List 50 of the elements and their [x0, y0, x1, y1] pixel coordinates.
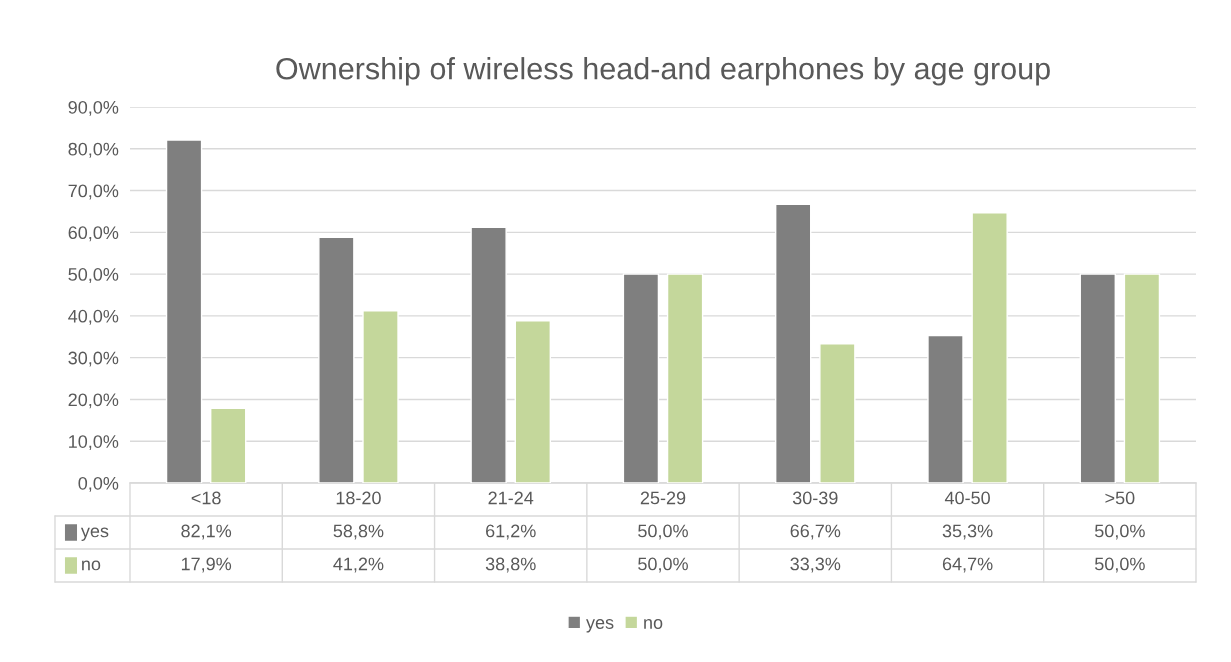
data-label: 61,2%	[486, 524, 536, 540]
x-tick-label: 40-50	[944, 491, 990, 505]
y-tick-label: 80,0%	[68, 142, 119, 158]
text: no	[644, 619, 663, 629]
bar	[622, 273, 660, 483]
bar	[774, 203, 812, 483]
bar	[666, 273, 704, 483]
y-tick-label: 10,0%	[69, 435, 119, 451]
text: yes	[586, 619, 614, 633]
data-label: 35,3%	[942, 524, 993, 540]
x-tick-label: 25-29	[640, 491, 686, 505]
legend-label: no	[82, 560, 101, 571]
data-label: 66,7%	[790, 524, 841, 540]
data-label: 58,8%	[333, 524, 384, 540]
bar	[819, 343, 856, 483]
bar	[1123, 273, 1161, 483]
data-label: 41,2%	[333, 557, 384, 573]
x-tick-label: <18	[191, 491, 221, 505]
x-tick-label: >50	[1105, 491, 1135, 505]
data-label: 64,7%	[942, 557, 993, 573]
data-label: 50,0%	[1094, 557, 1145, 573]
y-tick-label: 20,0%	[68, 393, 119, 409]
bar	[210, 407, 247, 483]
x-tick-label: 21-24	[488, 491, 534, 505]
y-tick-label: 50,0%	[68, 268, 119, 283]
bar	[165, 139, 203, 483]
data-label: 50,0%	[638, 557, 688, 573]
bar	[1079, 273, 1116, 483]
data-label: 50,0%	[638, 524, 688, 540]
y-tick-label: 60,0%	[68, 226, 119, 242]
bar	[318, 236, 355, 483]
data-label: 82,1%	[181, 524, 232, 540]
x-tick-label: 18-20	[336, 491, 381, 505]
data-label: 38,8%	[485, 557, 536, 573]
bar	[927, 334, 964, 483]
data-label: 33,3%	[790, 557, 841, 573]
y-tick-label: 0,0%	[78, 476, 119, 492]
bar	[470, 226, 507, 483]
bar	[514, 320, 552, 483]
legend-label: yes	[80, 527, 109, 541]
chart-title: Ownership of wireless head-and earphones by age group	[276, 57, 1050, 86]
x-tick-label: 30-39	[792, 491, 838, 505]
y-tick-label: 30,0%	[68, 351, 119, 367]
bar	[362, 310, 399, 483]
data-label: 17,9%	[181, 557, 232, 573]
bar	[971, 212, 1008, 483]
y-tick-label: 70,0%	[68, 184, 119, 200]
data-label: 50,0%	[1094, 524, 1145, 540]
y-tick-label: 40,0%	[68, 309, 119, 325]
y-tick-label: 90,0%	[68, 100, 119, 116]
